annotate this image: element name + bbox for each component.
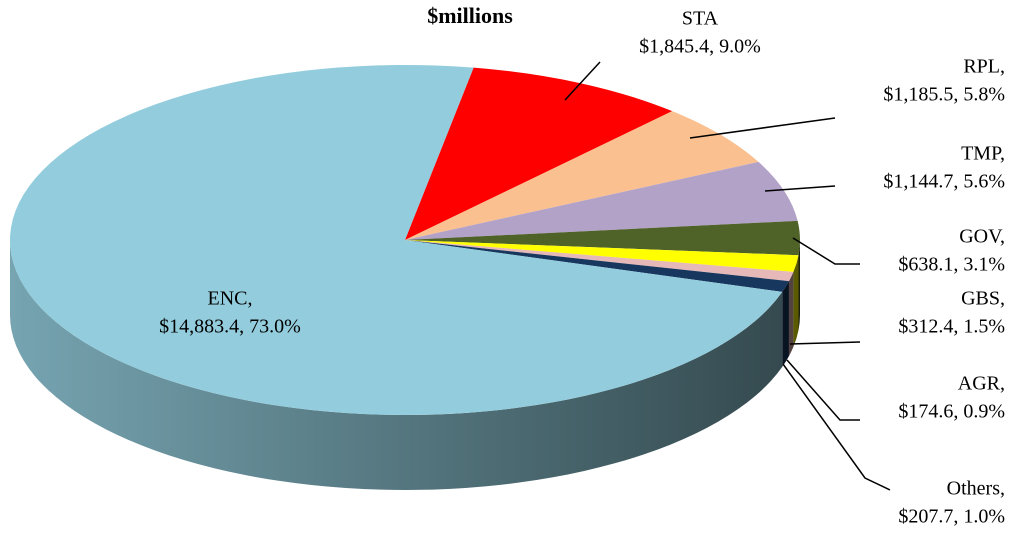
leader-line — [689, 117, 836, 139]
slice-side — [782, 281, 789, 367]
slice-label: TMP, — [961, 143, 1005, 165]
value-label: $638.1, 3.1% — [898, 254, 1005, 276]
pie-slice — [405, 240, 789, 292]
slice-side — [10, 240, 783, 490]
leader-line — [764, 185, 836, 192]
pie-slice — [405, 161, 798, 240]
chart-title: $millions — [427, 3, 513, 28]
pie-slice — [405, 111, 759, 240]
pie-slice — [405, 220, 800, 256]
slice-side — [793, 255, 799, 347]
slice-label: Others, — [947, 478, 1005, 500]
value-label: $174.6, 0.9% — [898, 401, 1005, 423]
pie-slice — [405, 240, 794, 282]
leader-line — [792, 237, 860, 265]
pie-slice — [405, 67, 673, 240]
value-label: $1,144.7, 5.6% — [883, 171, 1005, 193]
slice-label: GOV, — [959, 226, 1005, 248]
slice-label: ENC, — [208, 288, 253, 310]
slice-label: GBS, — [961, 288, 1005, 310]
value-label: $1,845.4, 9.0% — [639, 36, 761, 58]
value-label: $312.4, 1.5% — [898, 316, 1005, 338]
slice-label: STA — [682, 8, 719, 30]
value-label: $207.7, 1.0% — [898, 506, 1005, 528]
value-label: $1,185.5, 5.8% — [883, 84, 1005, 106]
pie-slice — [405, 240, 799, 272]
leader-line — [782, 363, 891, 491]
slice-side — [788, 271, 794, 357]
value-label: $14,883.4, 73.0% — [159, 316, 301, 338]
leader-line — [789, 341, 861, 345]
pie-top — [9, 65, 800, 415]
pie-slice — [9, 65, 783, 415]
leader-line — [786, 359, 860, 421]
pie-sides — [10, 240, 800, 490]
leader-line — [564, 61, 601, 101]
slice-label: AGR, — [958, 373, 1005, 395]
slice-label: RPL, — [963, 56, 1005, 78]
slice-side — [798, 240, 800, 331]
